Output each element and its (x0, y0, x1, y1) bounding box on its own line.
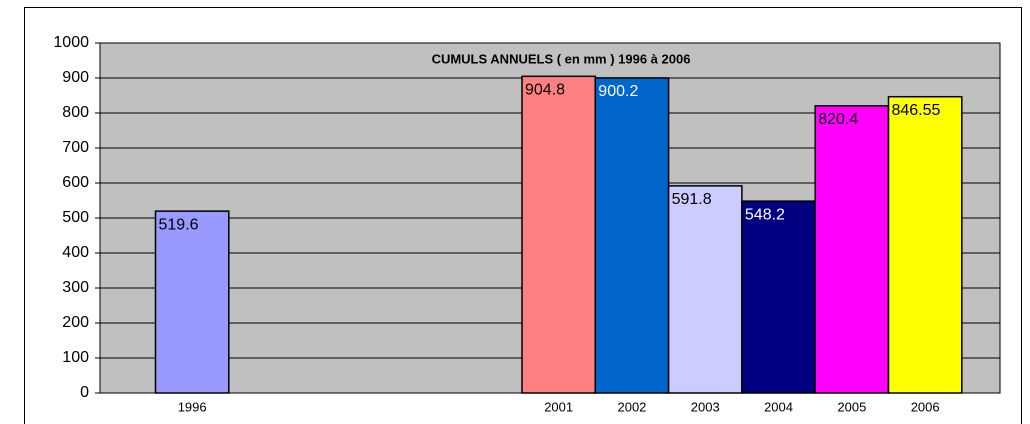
y-tick-label: 0 (80, 384, 89, 401)
y-tick-label: 600 (62, 174, 89, 191)
chart-title: CUMULS ANNUELS ( en mm ) 1996 à 2006 (432, 51, 691, 66)
data-label: 519.6 (159, 216, 199, 233)
bar (667, 185, 743, 394)
x-tick-label: 1996 (178, 399, 207, 414)
x-tick-label: 2006 (911, 399, 940, 414)
y-tick-label: 300 (62, 279, 89, 296)
data-label: 548.2 (745, 206, 785, 223)
bar (741, 200, 816, 394)
y-tick-label: 700 (62, 139, 89, 156)
data-label: 900.2 (598, 83, 638, 100)
y-tick-label: 500 (62, 209, 89, 226)
data-label: 846.55 (892, 102, 941, 119)
y-tick-label: 800 (62, 104, 89, 121)
data-label: 591.8 (672, 191, 712, 208)
bar (154, 210, 230, 394)
y-tick-label: 1000 (53, 34, 89, 51)
data-label: 904.8 (525, 82, 565, 99)
bar (887, 95, 963, 394)
x-tick-label: 2004 (764, 399, 793, 414)
x-tick-label: 2003 (691, 399, 720, 414)
bar (521, 75, 597, 394)
y-tick-label: 200 (62, 314, 89, 331)
y-tick-label: 400 (62, 244, 89, 261)
bar (814, 105, 890, 394)
bar (594, 77, 670, 394)
x-tick-label: 2005 (837, 399, 866, 414)
x-tick-label: 2001 (544, 399, 573, 414)
y-tick-label: 100 (62, 349, 89, 366)
data-label: 820.4 (818, 111, 858, 128)
x-tick-label: 2002 (617, 399, 646, 414)
y-tick-label: 900 (62, 69, 89, 86)
